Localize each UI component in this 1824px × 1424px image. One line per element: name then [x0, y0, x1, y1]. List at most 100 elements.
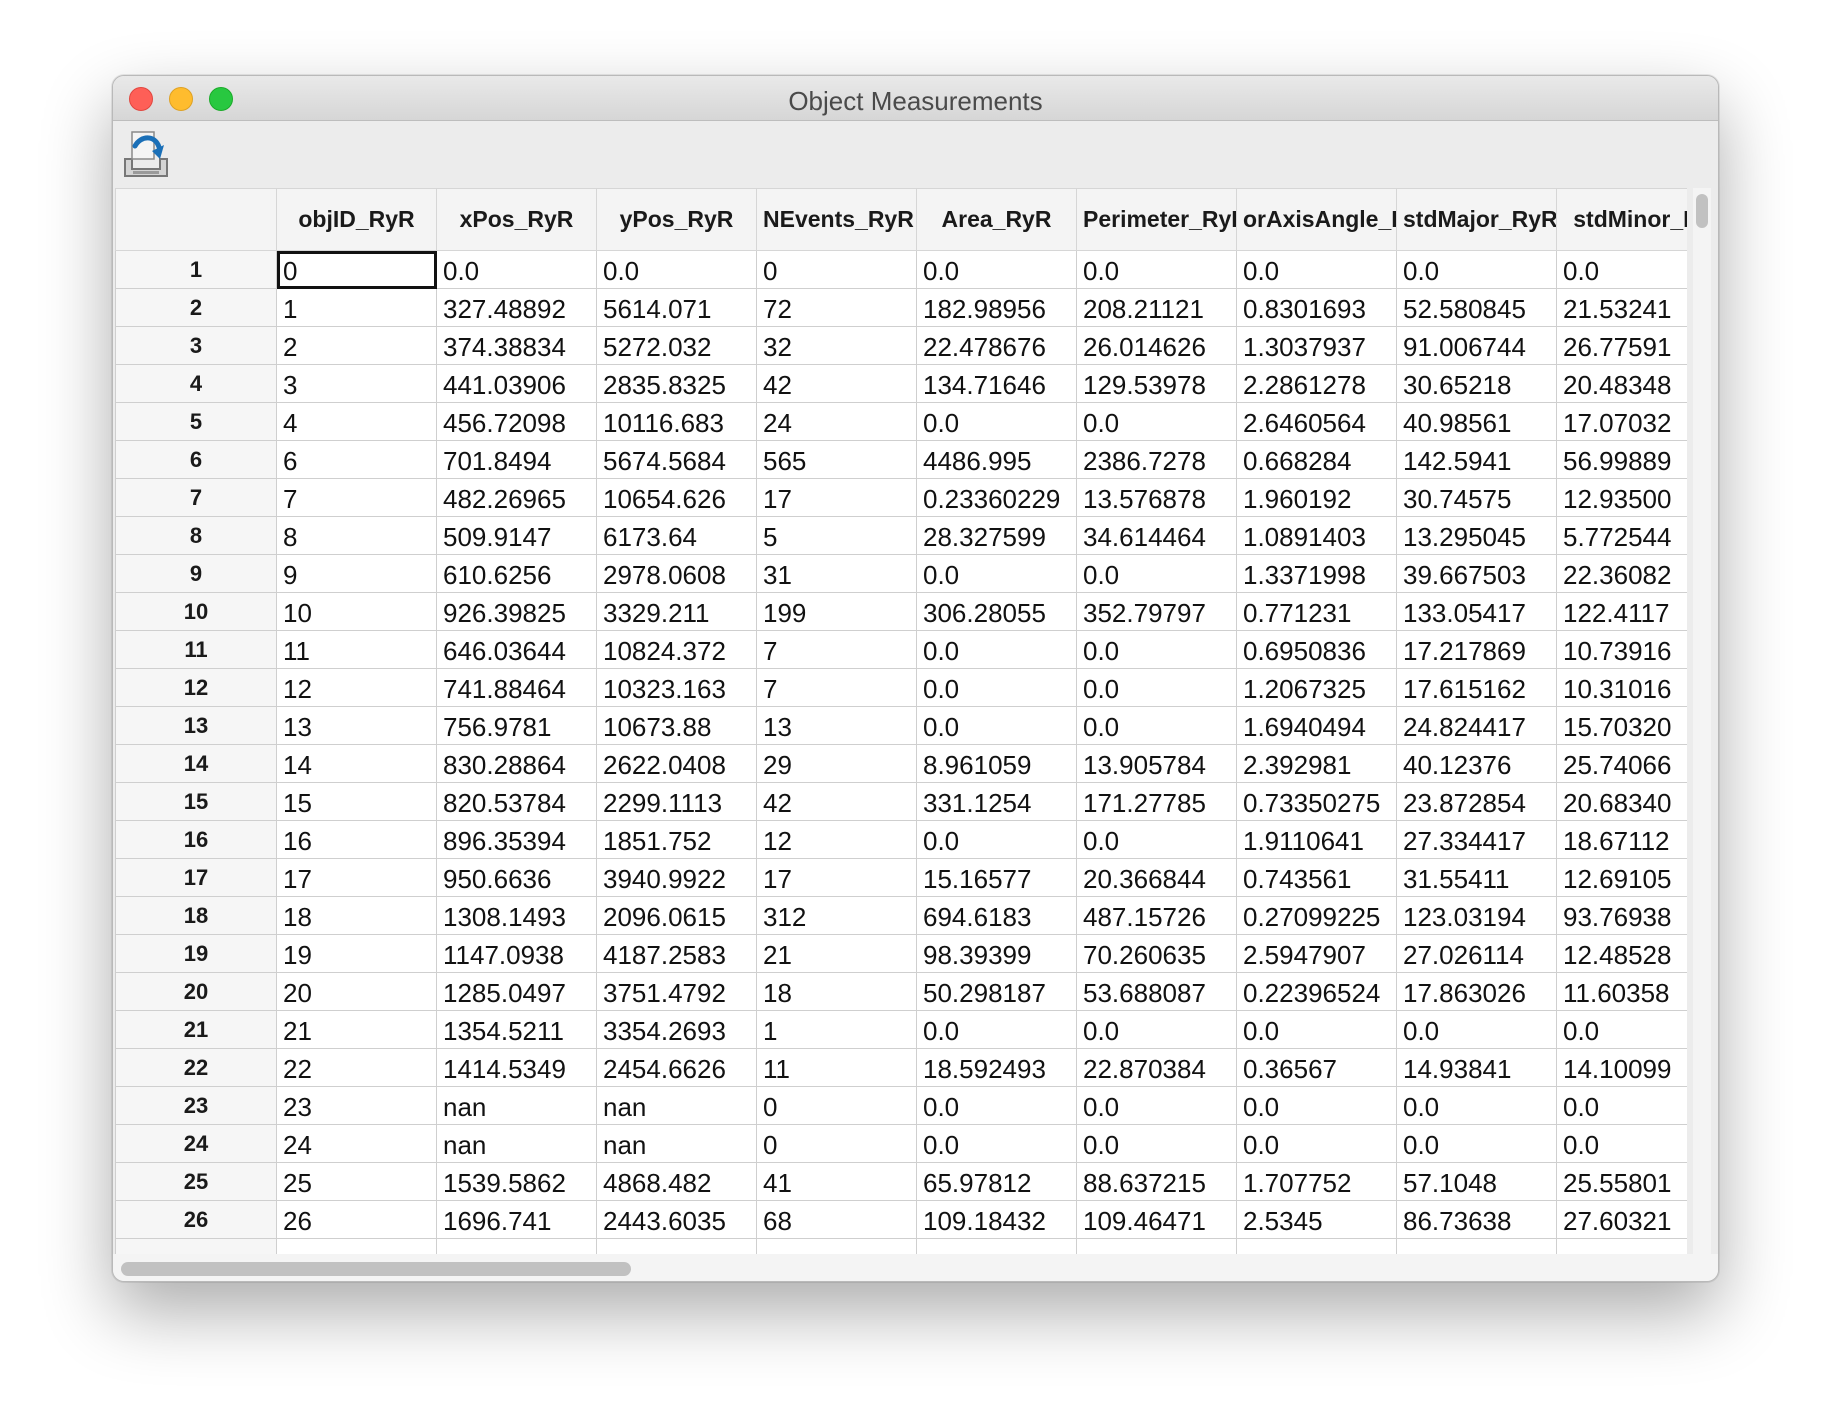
table-cell[interactable]: 0.771231	[1236, 592, 1397, 631]
table-cell[interactable]: 26.014626	[1076, 326, 1237, 365]
table-cell[interactable]: 27.026114	[1396, 934, 1557, 973]
table-cell[interactable]: 0.0	[1076, 1086, 1237, 1125]
table-cell[interactable]: 21.53241	[1556, 288, 1687, 327]
table-cell[interactable]: 926.39825	[436, 592, 597, 631]
table-cell[interactable]: 1354.5211	[436, 1010, 597, 1049]
row-header[interactable]: 11	[115, 630, 277, 669]
minimize-window-button[interactable]	[169, 87, 193, 111]
table-cell[interactable]: 610.6256	[436, 554, 597, 593]
row-header[interactable]: 10	[115, 592, 277, 631]
table-cell[interactable]: 0.6950836	[1236, 630, 1397, 669]
table-cell[interactable]: 0.0	[1236, 1010, 1397, 1049]
table-cell[interactable]: 0.0	[1236, 1124, 1397, 1163]
table-cell[interactable]: 2096.0615	[596, 896, 757, 935]
table-cell[interactable]: 68	[756, 1200, 917, 1239]
table-cell[interactable]: 123.03194	[1396, 896, 1557, 935]
vertical-scrollbar[interactable]	[1693, 188, 1711, 1254]
table-cell[interactable]: 1.3371998	[1236, 554, 1397, 593]
row-header[interactable]: 17	[115, 858, 277, 897]
table-cell[interactable]	[916, 1238, 1077, 1254]
table-cell[interactable]: 741.88464	[436, 668, 597, 707]
table-cell[interactable]: 0.0	[1076, 668, 1237, 707]
table-cell[interactable]: 7	[756, 630, 917, 669]
table-cell[interactable]: 91.006744	[1396, 326, 1557, 365]
table-cell[interactable]	[1396, 1238, 1557, 1254]
table-cell[interactable]: 482.26965	[436, 478, 597, 517]
table-cell[interactable]: 2	[276, 326, 437, 365]
table-cell[interactable]: 22	[276, 1048, 437, 1087]
table-cell[interactable]: 5272.032	[596, 326, 757, 365]
table-cell[interactable]: 1	[756, 1010, 917, 1049]
table-cell[interactable]: 0.0	[1556, 1086, 1687, 1125]
table-cell[interactable]: 0.0	[1076, 250, 1237, 289]
table-cell[interactable]: 29	[756, 744, 917, 783]
row-header[interactable]: 16	[115, 820, 277, 859]
table-cell[interactable]	[1076, 1238, 1237, 1254]
table-cell[interactable]: 28.327599	[916, 516, 1077, 555]
table-cell[interactable]: 3354.2693	[596, 1010, 757, 1049]
table-cell[interactable]: 2622.0408	[596, 744, 757, 783]
table-cell[interactable]: 1.9110641	[1236, 820, 1397, 859]
table-cell[interactable]: 830.28864	[436, 744, 597, 783]
row-header[interactable]: 12	[115, 668, 277, 707]
table-cell[interactable]: 306.28055	[916, 592, 1077, 631]
table-cell[interactable]: 142.5941	[1396, 440, 1557, 479]
table-cell[interactable]: 0.0	[1396, 1010, 1557, 1049]
table-cell[interactable]: 0.0	[916, 706, 1077, 745]
table-cell[interactable]: 2978.0608	[596, 554, 757, 593]
table-cell[interactable]: 17.07032	[1556, 402, 1687, 441]
column-header[interactable]: orAxisAngle_I	[1236, 188, 1397, 251]
table-cell[interactable]: 0.23360229	[916, 478, 1077, 517]
table-cell[interactable]: 20.366844	[1076, 858, 1237, 897]
horizontal-scrollbar[interactable]	[113, 1254, 1718, 1281]
table-cell[interactable]: 0.0	[1556, 1124, 1687, 1163]
row-header[interactable]: 23	[115, 1086, 277, 1125]
zoom-window-button[interactable]	[209, 87, 233, 111]
table-cell[interactable]: 1696.741	[436, 1200, 597, 1239]
table-cell[interactable]: 565	[756, 440, 917, 479]
table-cell[interactable]: 40.12376	[1396, 744, 1557, 783]
row-header[interactable]	[115, 1238, 277, 1254]
table-cell[interactable]: 41	[756, 1162, 917, 1201]
row-header[interactable]: 6	[115, 440, 277, 479]
table-cell[interactable]: 30.74575	[1396, 478, 1557, 517]
column-header[interactable]: Perimeter_RyR	[1076, 188, 1237, 251]
table-cell[interactable]: 26	[276, 1200, 437, 1239]
table-cell[interactable]: 17.863026	[1396, 972, 1557, 1011]
table-cell[interactable]: 2.5345	[1236, 1200, 1397, 1239]
row-header[interactable]: 13	[115, 706, 277, 745]
row-header[interactable]: 2	[115, 288, 277, 327]
row-header[interactable]: 14	[115, 744, 277, 783]
column-header[interactable]: objID_RyR	[276, 188, 437, 251]
table-cell[interactable]: 13	[756, 706, 917, 745]
table-cell[interactable]: 4486.995	[916, 440, 1077, 479]
table-cell[interactable]: 11	[276, 630, 437, 669]
table-cell[interactable]: 39.667503	[1396, 554, 1557, 593]
table-cell[interactable]: 1414.5349	[436, 1048, 597, 1087]
table-cell[interactable]: 27.60321	[1556, 1200, 1687, 1239]
table-cell[interactable]: 3751.4792	[596, 972, 757, 1011]
row-header[interactable]: 24	[115, 1124, 277, 1163]
table-cell[interactable]: 12.93500	[1556, 478, 1687, 517]
corner-cell[interactable]	[115, 188, 277, 251]
row-header[interactable]: 21	[115, 1010, 277, 1049]
table-cell[interactable]: 0.0	[1396, 250, 1557, 289]
table-cell[interactable]: 0.0	[1236, 250, 1397, 289]
table-cell[interactable]: 31	[756, 554, 917, 593]
table-cell[interactable]: 15.16577	[916, 858, 1077, 897]
table-cell[interactable]: 1308.1493	[436, 896, 597, 935]
table-cell[interactable]: 950.6636	[436, 858, 597, 897]
table-cell[interactable]: 701.8494	[436, 440, 597, 479]
table-cell[interactable]: 24	[756, 402, 917, 441]
table-cell[interactable]: 11.60358	[1556, 972, 1687, 1011]
vertical-scroll-thumb[interactable]	[1696, 194, 1708, 228]
table-cell[interactable]: nan	[596, 1124, 757, 1163]
row-header[interactable]: 25	[115, 1162, 277, 1201]
table-cell[interactable]: 2299.1113	[596, 782, 757, 821]
table-cell[interactable]: 22.478676	[916, 326, 1077, 365]
table-cell[interactable]: 24.824417	[1396, 706, 1557, 745]
table-cell[interactable]: 1.707752	[1236, 1162, 1397, 1201]
table-cell[interactable]: 441.03906	[436, 364, 597, 403]
table-cell[interactable]: 15	[276, 782, 437, 821]
row-header[interactable]: 26	[115, 1200, 277, 1239]
